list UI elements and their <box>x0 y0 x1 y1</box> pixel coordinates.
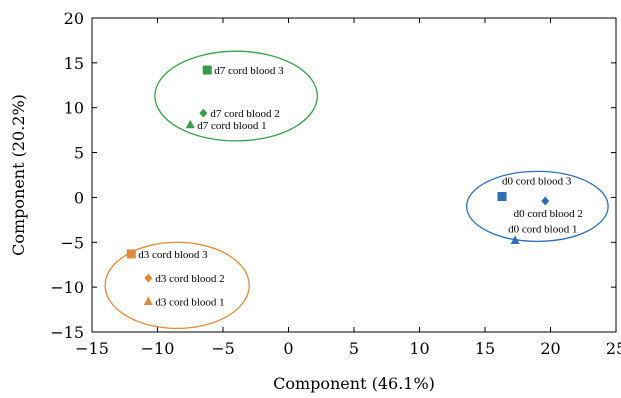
x-tick-label: −5 <box>211 339 235 358</box>
point-label: d7 cord blood 2 <box>210 108 279 120</box>
point-diamond <box>541 196 550 206</box>
data-points <box>126 65 550 305</box>
axis-ticks: −15 −10 −5 0 5 10 15 20 25 −15 −10 −5 0 5 10 15 20 <box>50 9 621 358</box>
point-labels: d7 cord blood 3 d7 cord blood 2d7 cord bl… <box>138 65 583 308</box>
y-axis-label: Component (20.2%) <box>9 94 28 256</box>
x-axis-label: Component (46.1%) <box>273 374 435 393</box>
x-tick-label: 15 <box>475 339 495 358</box>
point-label: d7 cord blood 1 <box>197 120 266 132</box>
cluster-ellipse <box>154 50 318 142</box>
point-label: d0 cord blood 1 <box>508 223 577 235</box>
y-tick-label: 20 <box>64 9 84 28</box>
x-tick-label: 20 <box>540 339 560 358</box>
x-tick-label: −10 <box>141 339 175 358</box>
point-triangle <box>185 119 195 129</box>
y-tick-label: 10 <box>64 99 84 118</box>
point-diamond <box>199 108 208 118</box>
cluster-ellipses <box>104 50 609 330</box>
x-tick-label: −15 <box>75 339 109 358</box>
y-tick-label: 5 <box>74 144 84 163</box>
y-tick-label: −5 <box>60 233 84 252</box>
cluster-ellipse <box>466 170 609 243</box>
point-label: d3 cord blood 2 <box>155 273 224 285</box>
point-square <box>202 65 212 75</box>
point-triangle <box>510 235 520 244</box>
point-label: d7 cord blood 3 <box>214 65 284 77</box>
cluster-ellipse <box>104 241 250 330</box>
y-tick-label: −15 <box>50 323 84 342</box>
point-diamond <box>144 273 153 283</box>
y-tick-label: 0 <box>74 188 84 207</box>
x-tick-label: 5 <box>349 339 359 358</box>
point-label: d3 cord blood 1 <box>155 296 224 308</box>
x-tick-label: 10 <box>409 339 429 358</box>
point-square <box>497 192 507 202</box>
y-tick-label: −10 <box>50 278 84 297</box>
point-label: d0 cord blood 3 <box>502 176 572 188</box>
x-tick-label: 25 <box>606 339 621 358</box>
y-tick-label: 15 <box>64 54 84 73</box>
point-label: d0 cord blood 2 <box>514 208 583 220</box>
point-label: d3 cord blood 3 <box>138 249 208 261</box>
point-square <box>126 249 136 259</box>
point-triangle <box>143 296 153 305</box>
x-tick-label: 0 <box>283 339 293 358</box>
